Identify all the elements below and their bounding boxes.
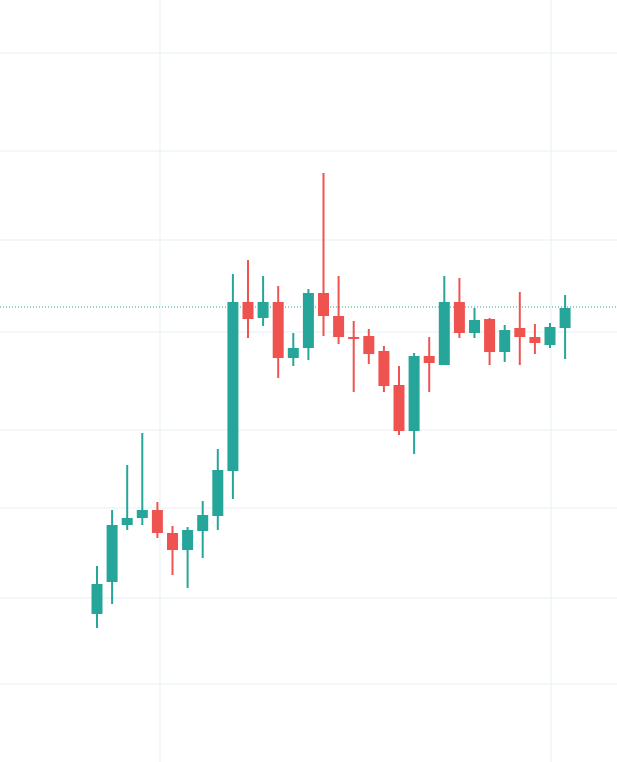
candle-body [529,337,541,343]
candle-body [318,293,329,316]
candle-body [453,302,465,333]
candle-body [378,351,390,386]
candle-up [499,325,511,362]
candle-down [333,276,345,344]
candle-body [227,302,239,471]
candle-up [408,353,420,454]
candle-up [469,308,480,338]
candle-up [287,333,299,366]
candle-body [499,330,511,352]
candle-body [469,320,480,333]
candle-body [151,510,163,533]
candle-up [438,276,450,365]
candle-up [302,289,314,360]
candle-body [212,470,224,516]
candle-body [408,356,420,431]
candle-down [393,366,405,435]
candle-down [272,286,284,378]
candle-down [484,318,496,365]
candle-up [197,501,209,558]
candle-down [167,526,178,575]
candle-body [91,584,103,614]
candle-body [423,356,435,363]
candle-body [302,293,314,348]
candle-body [197,515,209,531]
candle-up [106,510,118,604]
candle-body [272,302,284,358]
candle-body [559,308,571,328]
candle-body [544,327,556,345]
candle-body [167,533,178,550]
candle-down [151,502,163,538]
candle-up [121,465,133,530]
candle-up [559,295,571,359]
candle-down [423,337,435,392]
candle-up [544,323,556,348]
candle-down [378,346,390,392]
candle-down [363,329,375,364]
candle-down [529,324,541,354]
candle-body [363,336,375,354]
candle-down [514,292,526,365]
candle-body [348,337,360,339]
candle-up [91,566,103,628]
candle-body [514,328,526,337]
candle-body [438,302,450,365]
candle-body [182,530,194,550]
candles [91,173,571,628]
candle-body [257,302,269,318]
candle-body [242,302,254,319]
candle-body [393,385,405,431]
candle-up [212,449,224,530]
candle-up [227,274,239,499]
candle-body [121,518,133,525]
candle-body [287,348,299,358]
candle-body [484,319,496,352]
candle-down [242,260,254,338]
candle-body [333,316,345,337]
candle-down [348,321,360,392]
candle-up [136,433,148,525]
candle-body [136,510,148,518]
candle-up [257,276,269,326]
candle-up [182,527,194,588]
candle-down [453,278,465,338]
candle-down [318,173,329,336]
candle-body [106,525,118,582]
